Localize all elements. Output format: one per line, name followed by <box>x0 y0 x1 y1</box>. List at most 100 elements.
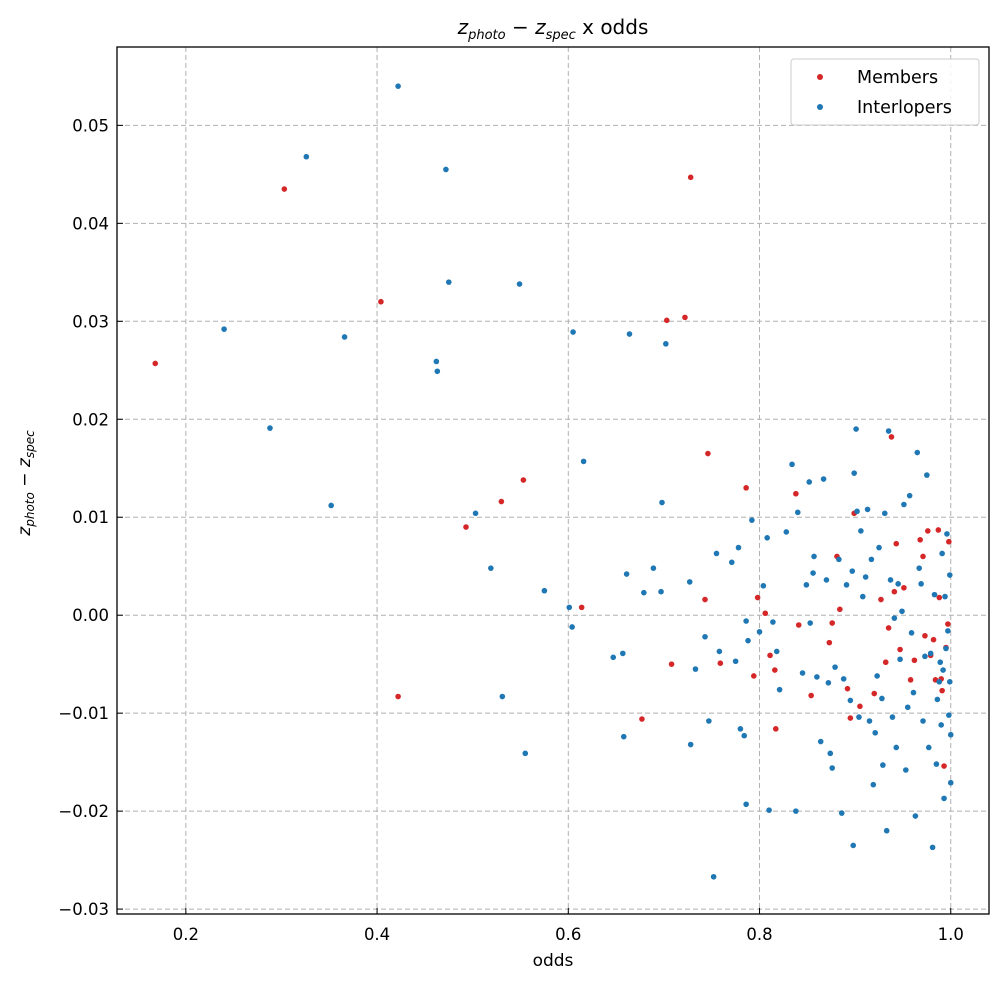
interlopers-point <box>924 472 930 478</box>
interlopers-point <box>849 568 856 574</box>
interlopers-point <box>854 508 860 515</box>
interlopers-point <box>925 744 932 751</box>
y-tick-label: 0.01 <box>72 508 109 527</box>
interlopers-point <box>522 750 529 757</box>
interlopers-point <box>847 697 854 704</box>
interlopers-point <box>773 648 780 655</box>
members-point <box>463 524 469 530</box>
members-point <box>829 620 835 626</box>
members-point <box>901 584 907 591</box>
y-tick-label: 0.05 <box>72 116 109 135</box>
interlopers-point <box>829 765 835 771</box>
interlopers-point <box>891 615 898 621</box>
interlopers-point <box>472 510 479 517</box>
members-point <box>837 606 843 613</box>
interlopers-point <box>488 565 494 571</box>
interlopers-point <box>799 670 806 676</box>
interlopers-point <box>516 281 523 287</box>
interlopers-point <box>687 741 694 748</box>
members-point <box>378 298 384 305</box>
data-points <box>152 83 954 880</box>
interlopers-point <box>856 714 862 720</box>
interlopers-point <box>807 620 814 626</box>
members-point <box>907 677 914 683</box>
interlopers-point <box>610 654 617 661</box>
interlopers-point <box>328 502 334 509</box>
interlopers-point <box>916 565 923 571</box>
chart-title: zphoto − zspec x odds <box>457 15 649 43</box>
interlopers-point <box>569 624 575 630</box>
interlopers-point <box>941 795 947 802</box>
members-point <box>668 661 675 667</box>
interlopers-point <box>650 565 657 571</box>
members-point <box>281 186 288 192</box>
members-point <box>795 622 802 628</box>
interlopers-point <box>920 718 926 724</box>
y-tick-label: −0.01 <box>58 704 109 723</box>
interlopers-point <box>947 779 954 786</box>
members-point <box>935 527 942 533</box>
interlopers-point <box>810 570 816 576</box>
interlopers-point <box>445 279 452 285</box>
members-point <box>844 685 851 692</box>
interlopers-point <box>619 650 626 657</box>
series-members <box>152 174 952 769</box>
interlopers-point <box>823 577 830 583</box>
interlopers-point <box>741 732 748 739</box>
interlopers-point <box>934 696 941 703</box>
interlopers-point <box>836 556 842 563</box>
interlopers-point <box>566 604 573 611</box>
members-point <box>687 174 694 181</box>
interlopers-point <box>570 329 576 335</box>
interlopers-point <box>433 358 440 365</box>
members-point <box>754 594 761 601</box>
interlopers-point <box>942 593 948 600</box>
interlopers-point <box>943 645 949 652</box>
axis-ticks: 0.2 0.4 0.6 0.8 1.0 −0.03 −0.02 −0.01 0.00 0.01 0.… <box>58 116 963 944</box>
members-point <box>639 716 645 722</box>
interlopers-point <box>814 674 820 680</box>
interlopers-point <box>793 808 799 814</box>
y-axis-title: zphoto − zspec <box>15 430 37 537</box>
interlopers-point <box>541 587 548 594</box>
members-point <box>897 646 903 653</box>
interlopers-point <box>766 807 772 813</box>
interlopers-point <box>434 368 441 375</box>
interlopers-point <box>776 686 783 693</box>
y-tick-label: −0.02 <box>58 802 109 821</box>
members-point <box>762 610 769 617</box>
members-point <box>772 667 778 673</box>
members-point <box>945 621 951 627</box>
interlopers-point <box>946 712 952 718</box>
members-point <box>936 594 943 601</box>
legend-marker-members <box>817 74 823 80</box>
interlopers-point <box>944 531 950 537</box>
interlopers-point <box>825 680 832 686</box>
members-point <box>808 692 814 699</box>
interlopers-point <box>716 648 723 655</box>
interlopers-point <box>794 509 801 516</box>
members-point <box>663 317 670 324</box>
interlopers-point <box>868 556 875 563</box>
members-point <box>882 659 889 666</box>
interlopers-point <box>832 664 838 670</box>
interlopers-point <box>756 629 763 635</box>
members-point <box>946 538 952 545</box>
interlopers-point <box>912 813 919 819</box>
x-tick-label: 0.6 <box>555 925 581 944</box>
interlopers-point <box>706 718 712 724</box>
interlopers-point <box>760 583 767 589</box>
interlopers-point <box>940 667 946 673</box>
x-tick-label: 0.2 <box>173 925 199 944</box>
interlopers-point <box>789 461 795 468</box>
members-point <box>911 657 918 664</box>
interlopers-point <box>850 842 857 849</box>
interlopers-point <box>918 581 924 587</box>
interlopers-point <box>901 501 907 508</box>
members-point <box>885 625 892 631</box>
interlopers-point <box>749 517 755 523</box>
members-point <box>750 673 757 679</box>
interlopers-point <box>889 714 896 720</box>
interlopers-point <box>626 331 633 337</box>
members-point <box>395 693 401 700</box>
